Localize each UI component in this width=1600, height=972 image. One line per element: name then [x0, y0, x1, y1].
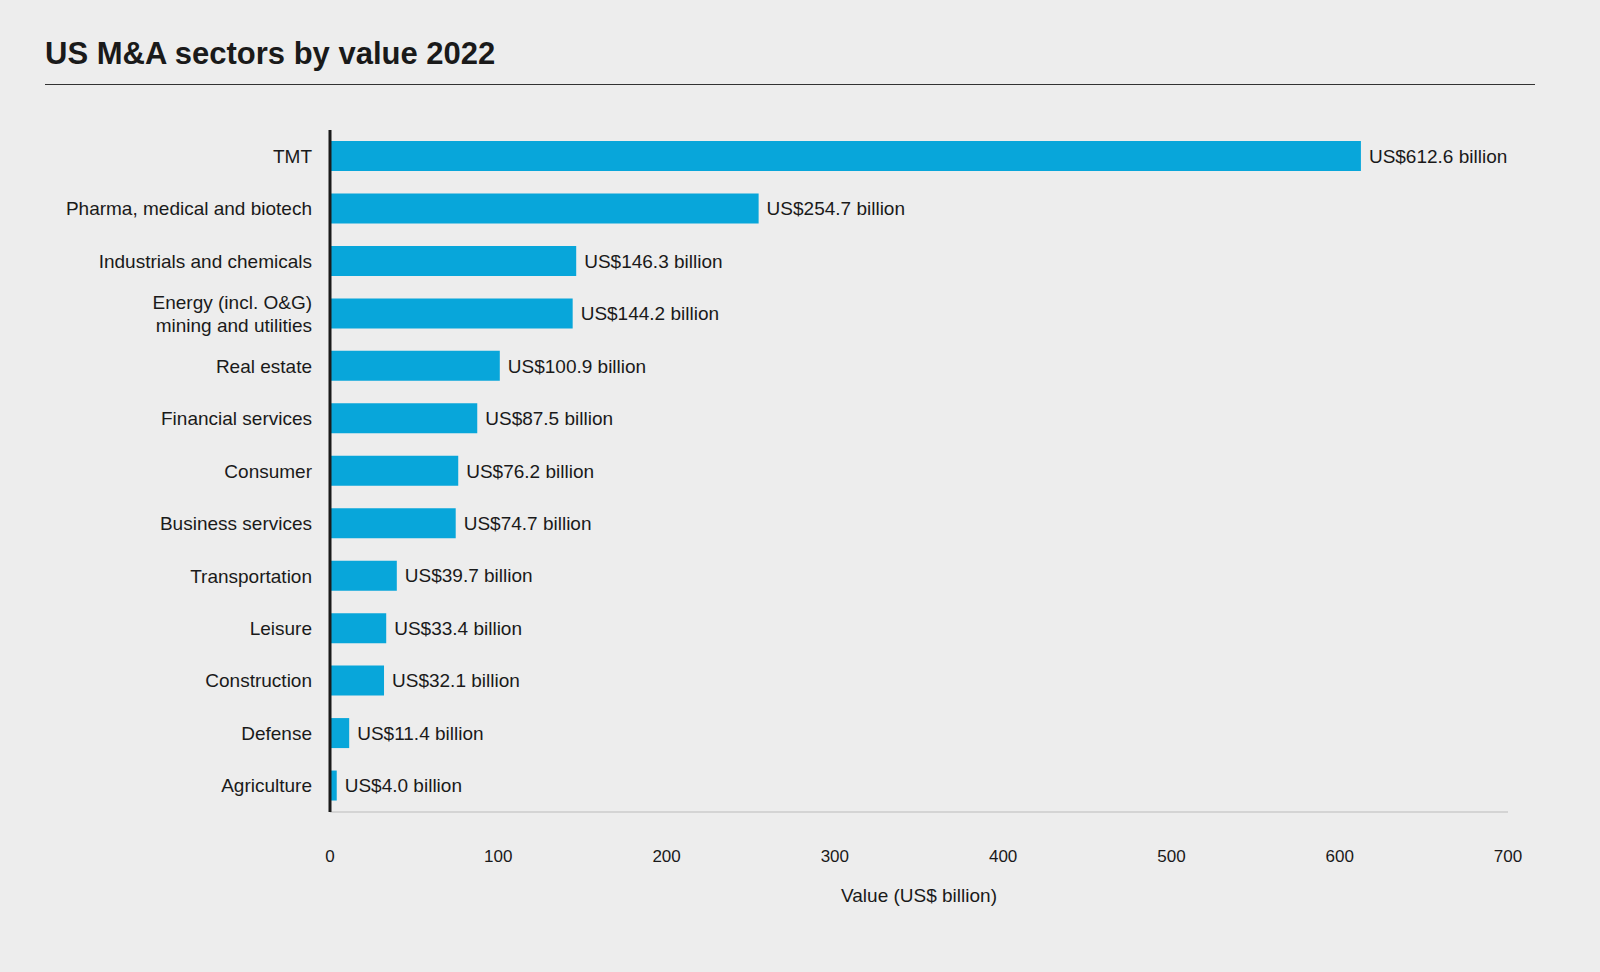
svg-text:US$146.3 billion: US$146.3 billion: [584, 251, 722, 272]
svg-text:US$4.0 billion: US$4.0 billion: [345, 775, 462, 796]
svg-text:100: 100: [484, 847, 512, 866]
svg-text:Leisure: Leisure: [250, 618, 312, 639]
svg-text:TMT: TMT: [273, 146, 312, 167]
svg-text:400: 400: [989, 847, 1017, 866]
svg-text:US$32.1 billion: US$32.1 billion: [392, 670, 520, 691]
svg-text:Pharma, medical and biotech: Pharma, medical and biotech: [66, 198, 312, 219]
svg-text:Defense: Defense: [241, 723, 312, 744]
svg-text:Real estate: Real estate: [216, 356, 312, 377]
svg-text:Value (US$ billion): Value (US$ billion): [841, 885, 997, 906]
svg-text:US$144.2 billion: US$144.2 billion: [581, 303, 719, 324]
svg-text:Financial services: Financial services: [161, 408, 312, 429]
svg-text:US$11.4 billion: US$11.4 billion: [357, 723, 483, 744]
svg-text:300: 300: [821, 847, 849, 866]
svg-text:US$33.4 billion: US$33.4 billion: [394, 618, 522, 639]
svg-text:US$254.7 billion: US$254.7 billion: [767, 198, 905, 219]
svg-text:US$612.6 billion: US$612.6 billion: [1369, 146, 1507, 167]
svg-text:Agriculture: Agriculture: [221, 775, 312, 796]
svg-text:200: 200: [652, 847, 680, 866]
svg-text:600: 600: [1326, 847, 1354, 866]
svg-text:Energy (incl. O&G)mining and u: Energy (incl. O&G)mining and utilities: [153, 292, 312, 336]
svg-text:US$74.7 billion: US$74.7 billion: [464, 513, 592, 534]
html-text:US M&A sectors by value 2022: US M&A sectors by value 2022: [45, 36, 496, 71]
svg-text:US$76.2 billion: US$76.2 billion: [466, 461, 594, 482]
svg-text:US$100.9 billion: US$100.9 billion: [508, 356, 646, 377]
svg-text:Industrials and chemicals: Industrials and chemicals: [99, 251, 312, 272]
svg-text:US$39.7 billion: US$39.7 billion: [405, 565, 533, 586]
svg-text:500: 500: [1157, 847, 1185, 866]
svg-text:Consumer: Consumer: [224, 461, 312, 482]
svg-text:Business services: Business services: [160, 513, 312, 534]
svg-text:Construction: Construction: [205, 670, 312, 691]
svg-text:0: 0: [325, 847, 334, 866]
svg-text:700: 700: [1494, 847, 1522, 866]
svg-text:US$87.5 billion: US$87.5 billion: [485, 408, 613, 429]
svg-text:Transportation: Transportation: [190, 566, 312, 587]
